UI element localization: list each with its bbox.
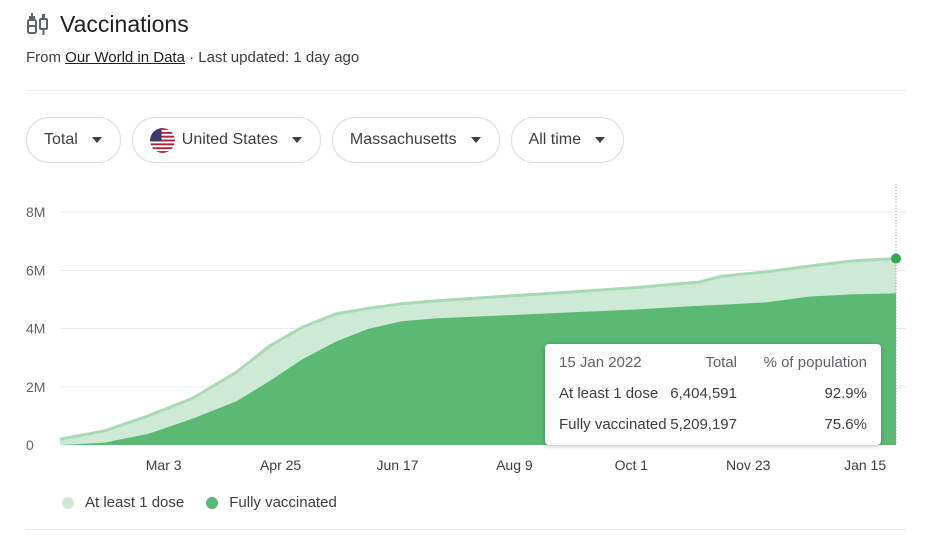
last-updated: · Last updated: 1 day ago bbox=[184, 49, 360, 66]
hover-point-marker bbox=[891, 253, 901, 264]
tooltip-row-total: 6,404,591 bbox=[670, 385, 737, 402]
x-tick-label: Apr 25 bbox=[260, 457, 301, 473]
tooltip-row-label: At least 1 dose bbox=[559, 385, 659, 402]
source-line: From Our World in Data · Last updated: 1… bbox=[26, 49, 359, 66]
country-dropdown[interactable]: United States bbox=[131, 117, 321, 163]
y-axis-ticks: 0 2M 4M 6M 8M bbox=[26, 204, 45, 453]
metric-dropdown[interactable]: Total bbox=[26, 117, 121, 163]
tooltip-row-total: 5,209,197 bbox=[670, 416, 737, 433]
x-axis-ticks: Mar 3 Apr 25 Jun 17 Aug 9 Oct 1 Nov 23 Jan 15 bbox=[146, 457, 887, 473]
x-tick-label: Jun 17 bbox=[376, 457, 418, 473]
time-range-dropdown-label: All time bbox=[528, 131, 582, 148]
x-tick-label: Jan 15 bbox=[844, 457, 886, 473]
divider bbox=[26, 90, 906, 91]
legend-item-at-least-1-dose[interactable]: At least 1 dose bbox=[62, 494, 184, 511]
time-range-dropdown[interactable]: All time bbox=[510, 117, 625, 163]
tooltip-row: At least 1 dose 6,404,591 92.9% bbox=[559, 385, 867, 405]
source-link[interactable]: Our World in Data bbox=[65, 49, 185, 66]
chart-legend: At least 1 dose Fully vaccinated bbox=[62, 494, 359, 511]
tooltip-row: Fully vaccinated 5,209,197 75.6% bbox=[559, 416, 867, 436]
dropdown-caret-icon bbox=[595, 137, 606, 143]
legend-label: Fully vaccinated bbox=[229, 494, 337, 511]
syringe-icon bbox=[27, 13, 48, 35]
x-tick-label: Mar 3 bbox=[146, 457, 182, 473]
tooltip-row-label: Fully vaccinated bbox=[559, 416, 667, 433]
chart-tooltip: 15 Jan 2022 Total % of population At lea… bbox=[545, 344, 881, 445]
tooltip-header: 15 Jan 2022 Total % of population bbox=[559, 354, 867, 374]
dropdown-caret-icon bbox=[91, 137, 102, 143]
x-tick-label: Aug 9 bbox=[496, 457, 533, 473]
tooltip-col-total: Total bbox=[705, 354, 737, 371]
tooltip-col-pct: % of population bbox=[763, 354, 867, 371]
x-tick-label: Oct 1 bbox=[615, 457, 649, 473]
title-row: Vaccinations bbox=[26, 10, 189, 38]
y-tick-label: 8M bbox=[26, 204, 45, 220]
metric-dropdown-label: Total bbox=[44, 131, 78, 148]
dropdown-caret-icon bbox=[470, 137, 481, 143]
y-tick-label: 6M bbox=[26, 262, 45, 278]
legend-swatch bbox=[62, 496, 74, 509]
divider bbox=[26, 529, 906, 530]
filter-chips: Total United States bbox=[26, 117, 625, 163]
dropdown-caret-icon bbox=[291, 137, 302, 143]
tooltip-row-pct: 92.9% bbox=[824, 385, 867, 402]
legend-label: At least 1 dose bbox=[85, 494, 185, 511]
tooltip-row-pct: 75.6% bbox=[824, 416, 867, 433]
page-title: Vaccinations bbox=[60, 10, 189, 37]
us-flag-icon bbox=[149, 127, 175, 153]
series-line-at-least-1-dose bbox=[59, 257, 897, 441]
legend-swatch bbox=[206, 496, 219, 509]
country-dropdown-label: United States bbox=[181, 131, 278, 148]
region-dropdown-label: Massachusetts bbox=[349, 131, 457, 148]
x-tick-label: Nov 23 bbox=[726, 457, 771, 473]
legend-item-fully-vaccinated[interactable]: Fully vaccinated bbox=[206, 494, 337, 511]
source-prefix: From bbox=[26, 49, 66, 66]
tooltip-date: 15 Jan 2022 bbox=[559, 354, 642, 371]
y-tick-label: 0 bbox=[26, 437, 34, 453]
y-tick-label: 4M bbox=[26, 321, 45, 337]
y-tick-label: 2M bbox=[26, 379, 45, 395]
region-dropdown[interactable]: Massachusetts bbox=[331, 117, 500, 163]
